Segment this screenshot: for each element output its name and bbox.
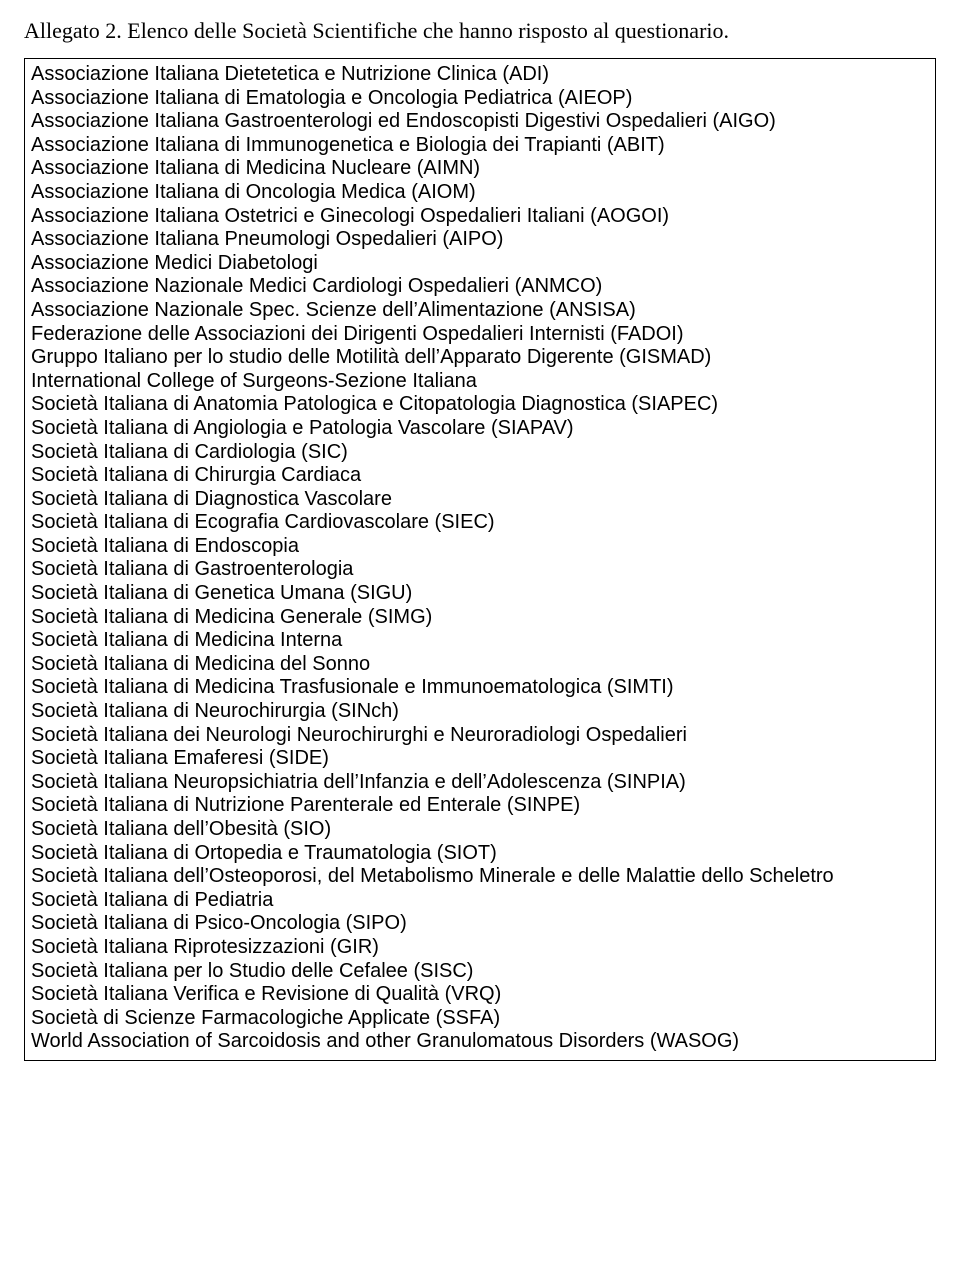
society-item: Società Italiana dell’Osteoporosi, del M… xyxy=(31,865,929,889)
society-item: Federazione delle Associazioni dei Dirig… xyxy=(31,323,929,347)
society-item: Società Italiana Neuropsichiatria dell’I… xyxy=(31,771,929,795)
society-item: Associazione Italiana Gastroenterologi e… xyxy=(31,110,929,134)
society-item: Gruppo Italiano per lo studio delle Moti… xyxy=(31,346,929,370)
society-item: Società Italiana di Ecografia Cardiovasc… xyxy=(31,511,929,535)
society-item: Società Italiana dei Neurologi Neurochir… xyxy=(31,724,929,748)
society-item: Associazione Italiana di Oncologia Medic… xyxy=(31,181,929,205)
society-item: Società Italiana di Chirurgia Cardiaca xyxy=(31,464,929,488)
society-item: Associazione Italiana Ostetrici e Gineco… xyxy=(31,205,929,229)
society-item: Associazione Italiana Pneumologi Ospedal… xyxy=(31,228,929,252)
society-list-box: Associazione Italiana Dietetetica e Nutr… xyxy=(24,58,936,1061)
society-item: Associazione Italiana di Immunogenetica … xyxy=(31,134,929,158)
society-item: Società Italiana di Genetica Umana (SIGU… xyxy=(31,582,929,606)
society-item: World Association of Sarcoidosis and oth… xyxy=(31,1030,929,1054)
society-item: Società Italiana di Gastroenterologia xyxy=(31,558,929,582)
society-list: Associazione Italiana Dietetetica e Nutr… xyxy=(31,63,929,1054)
society-item: Società Italiana di Angiologia e Patolog… xyxy=(31,417,929,441)
society-item: Società Italiana per lo Studio delle Cef… xyxy=(31,960,929,984)
society-item: Società Italiana di Medicina Generale (S… xyxy=(31,606,929,630)
society-item: Società Italiana di Medicina Trasfusiona… xyxy=(31,676,929,700)
society-item: Società Italiana di Medicina Interna xyxy=(31,629,929,653)
society-item: Società Italiana di Anatomia Patologica … xyxy=(31,393,929,417)
society-item: International College of Surgeons-Sezion… xyxy=(31,370,929,394)
society-item: Associazione Medici Diabetologi xyxy=(31,252,929,276)
society-item: Società Italiana di Diagnostica Vascolar… xyxy=(31,488,929,512)
page-title: Allegato 2. Elenco delle Società Scienti… xyxy=(24,18,936,44)
society-item: Associazione Nazionale Medici Cardiologi… xyxy=(31,275,929,299)
society-item: Società Italiana di Pediatria xyxy=(31,889,929,913)
society-item: Associazione Italiana di Ematologia e On… xyxy=(31,87,929,111)
society-item: Società Italiana di Psico-Oncologia (SIP… xyxy=(31,912,929,936)
society-item: Società Italiana Emaferesi (SIDE) xyxy=(31,747,929,771)
society-item: Società Italiana di Ortopedia e Traumato… xyxy=(31,842,929,866)
society-item: Società Italiana di Cardiologia (SIC) xyxy=(31,441,929,465)
society-item: Associazione Italiana di Medicina Nuclea… xyxy=(31,157,929,181)
society-item: Associazione Nazionale Spec. Scienze del… xyxy=(31,299,929,323)
society-item: Associazione Italiana Dietetetica e Nutr… xyxy=(31,63,929,87)
society-item: Società Italiana di Endoscopia xyxy=(31,535,929,559)
society-item: Società Italiana di Medicina del Sonno xyxy=(31,653,929,677)
society-item: Società Italiana Verifica e Revisione di… xyxy=(31,983,929,1007)
society-item: Società Italiana di Nutrizione Parentera… xyxy=(31,794,929,818)
society-item: Società di Scienze Farmacologiche Applic… xyxy=(31,1007,929,1031)
society-item: Società Italiana di Neurochirurgia (SINc… xyxy=(31,700,929,724)
society-item: Società Italiana Riprotesizzazioni (GIR) xyxy=(31,936,929,960)
society-item: Società Italiana dell’Obesità (SIO) xyxy=(31,818,929,842)
